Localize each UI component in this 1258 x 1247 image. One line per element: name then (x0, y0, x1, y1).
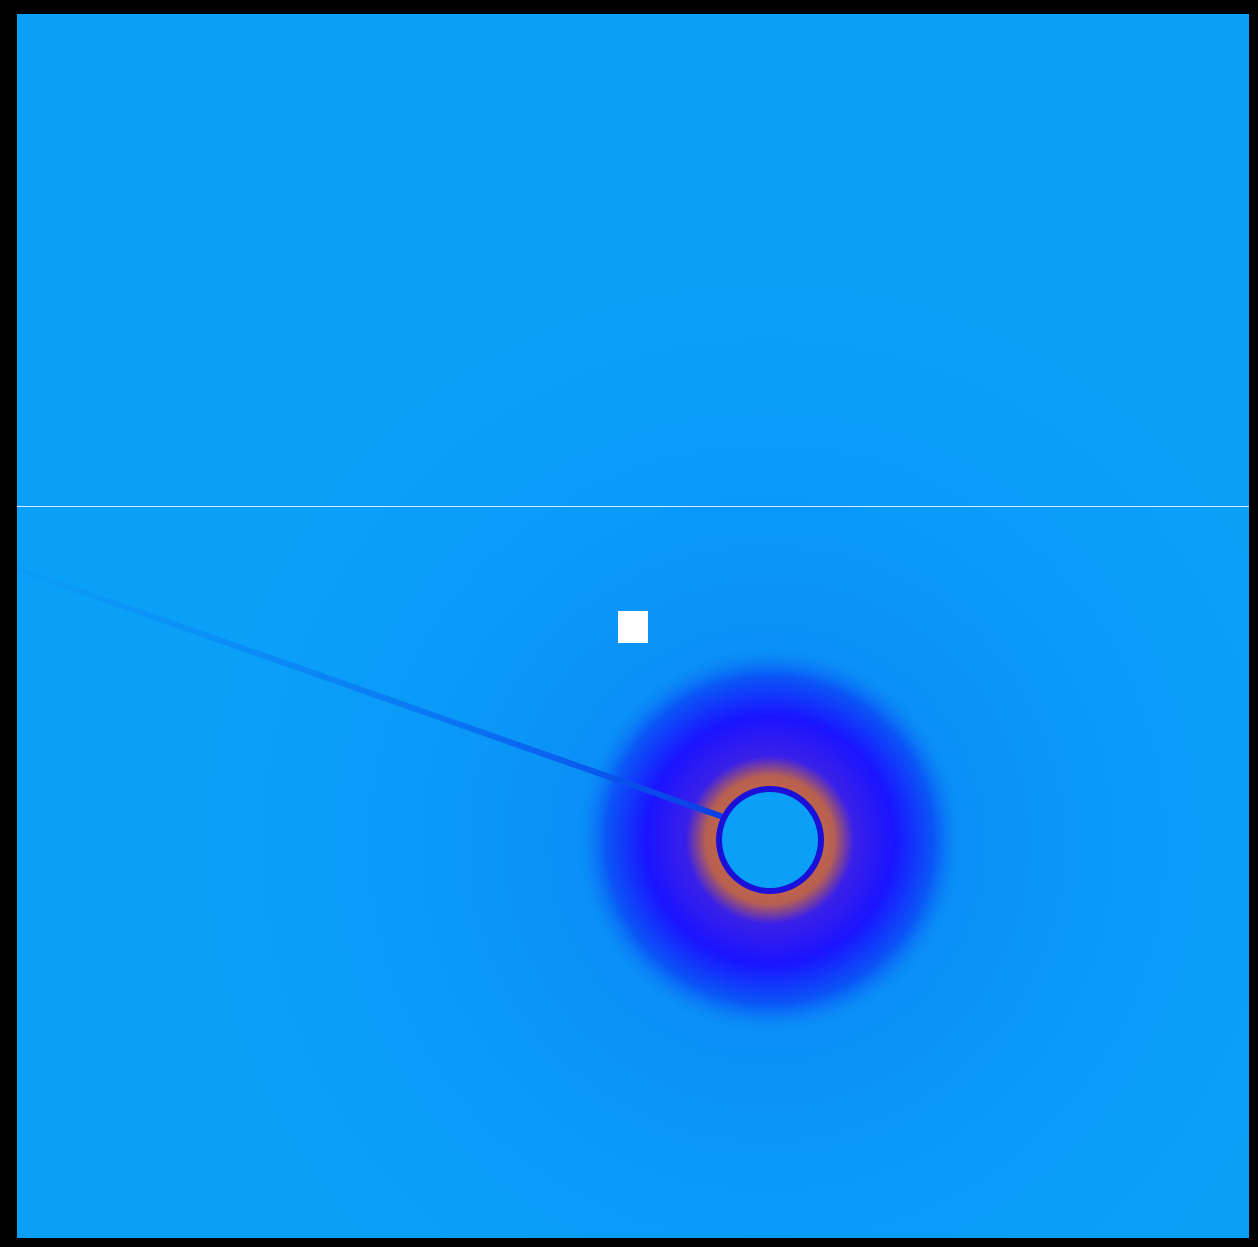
detector-area (17, 14, 1249, 1238)
beamstop (722, 792, 818, 888)
detector-image (17, 14, 1249, 1238)
module-gap-line (17, 506, 1249, 507)
reference-marker (618, 611, 648, 643)
beamstop-arm (17, 566, 732, 822)
